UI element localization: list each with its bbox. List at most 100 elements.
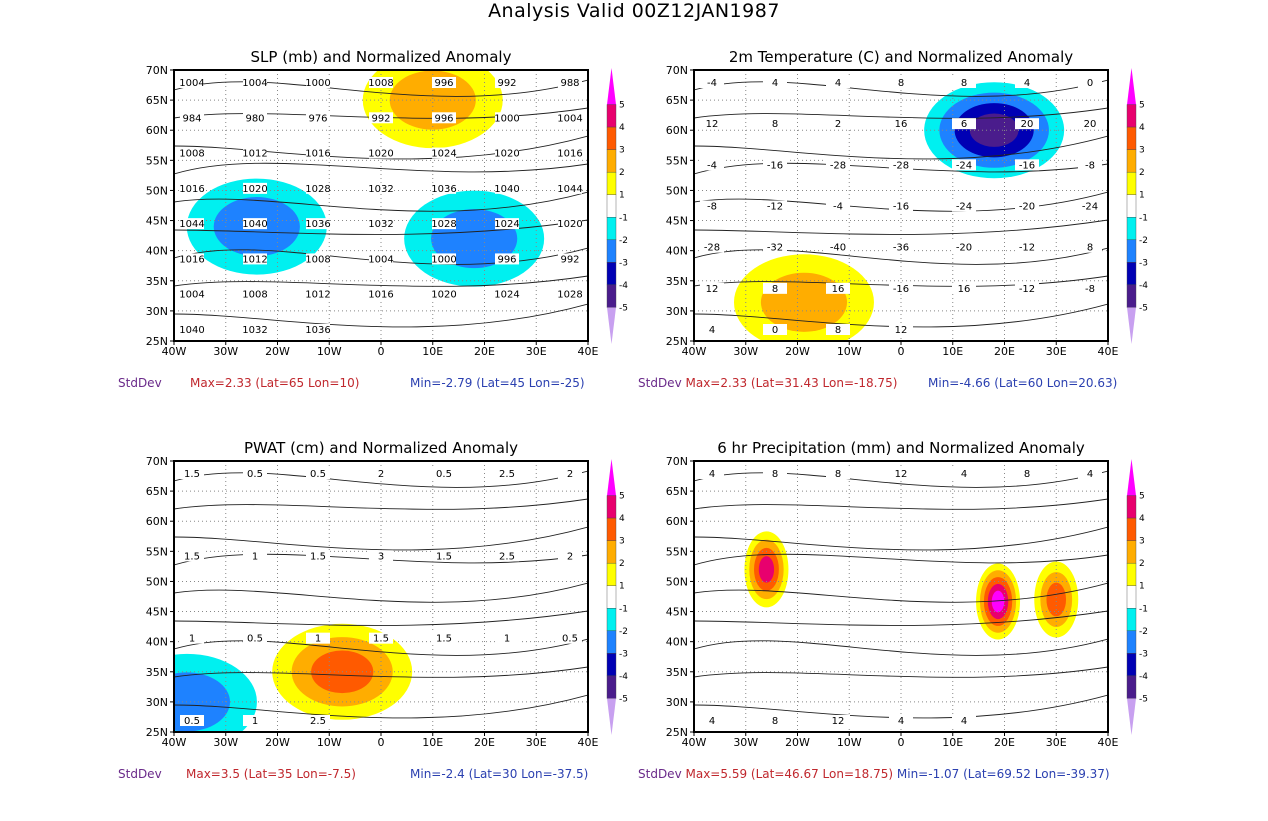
contour-label-bg	[306, 288, 330, 300]
contour-label: 4	[709, 325, 715, 336]
y-tick-label: 50N	[146, 575, 168, 588]
contour-label: 1024	[431, 149, 456, 160]
colorbar-segment	[1126, 585, 1137, 609]
contour-label-bg	[826, 77, 850, 88]
contour-line	[174, 526, 588, 551]
contour-label: 980	[245, 113, 264, 124]
contour-label: 1044	[179, 219, 204, 230]
contour-label: 4	[961, 469, 967, 480]
contour-label: 0.5	[436, 469, 452, 480]
contour-label-bg	[952, 241, 976, 253]
colorbar-arrow-top	[1127, 68, 1136, 105]
contour-label: 0.5	[247, 634, 263, 645]
panel-title: 6 hr Precipitation (mm) and Normalized A…	[717, 439, 1085, 457]
colorbar-arrow-top	[607, 68, 616, 105]
contour-label-bg	[369, 182, 393, 194]
contour-label: 12	[706, 119, 719, 130]
x-tick-label: 10E	[422, 736, 443, 749]
contour-label-bg	[306, 632, 330, 644]
colorbar-label: -2	[619, 627, 628, 637]
colorbar-label: 1	[619, 191, 625, 201]
colorbar-segment	[1126, 262, 1137, 286]
contour-label-bg	[306, 147, 330, 159]
contour-label-bg	[243, 715, 267, 726]
colorbar: 5 4 3 2 1 -1 -2 -3 -4 -5	[606, 459, 628, 735]
panel-title: 2m Temperature (C) and Normalized Anomal…	[728, 48, 1074, 66]
colorbar-segment	[1126, 217, 1137, 241]
min-stat: Min=-2.4 (Lat=30 Lon=-37.5)	[410, 767, 589, 781]
contour-line	[174, 498, 588, 510]
contour-line	[174, 638, 588, 656]
contour-label: 1004	[179, 78, 204, 89]
y-tick-label: 45N	[666, 606, 688, 619]
contour-label: 1024	[494, 219, 519, 230]
contour-label: -36	[893, 243, 909, 254]
colorbar-label: 5	[619, 101, 625, 111]
x-tick-label: 20W	[265, 345, 290, 358]
colorbar-segment	[1126, 517, 1137, 541]
y-tick-label: 35N	[146, 275, 168, 288]
contour-line	[174, 79, 588, 97]
contour-label: 0.5	[310, 469, 326, 480]
y-tick-label: 45N	[666, 215, 688, 228]
contour-label: 1036	[305, 325, 330, 336]
contour-label: -8	[707, 202, 717, 213]
contour-label-bg	[889, 241, 913, 253]
x-tick-label: 0	[898, 345, 905, 358]
x-tick-label: 20W	[265, 736, 290, 749]
contour-label: 1040	[494, 184, 519, 195]
colorbar-label: 5	[1139, 492, 1145, 502]
colorbar-segment	[1126, 126, 1137, 150]
x-tick-label: 20E	[994, 345, 1015, 358]
y-tick-label: 30N	[146, 305, 168, 318]
colorbar-label: 2	[619, 168, 625, 178]
stats-line: StdDev Max=3.5 (Lat=35 Lon=-7.5) Min=-2.…	[118, 767, 588, 781]
contour-label: 1	[252, 551, 258, 562]
colorbar-arrow-bottom	[607, 307, 616, 344]
contour-label-bg	[763, 77, 787, 88]
contour-label: 20	[1084, 119, 1097, 130]
x-tick-label: 20W	[785, 736, 810, 749]
colorbar: 5 4 3 2 1 -1 -2 -3 -4 -5	[1126, 459, 1148, 735]
contour-label-bg	[369, 550, 393, 562]
colorbar-segment	[1126, 171, 1137, 195]
x-tick-label: 30W	[733, 345, 758, 358]
contour-label: 1000	[494, 113, 519, 124]
y-tick-label: 50N	[146, 184, 168, 197]
panel-2m-temperature: 2m Temperature (C) and Normalized Anomal…	[520, 40, 1148, 430]
contour-label-bg	[180, 288, 204, 300]
x-tick-label: 30E	[1046, 345, 1067, 358]
contour-label-bg	[826, 159, 850, 171]
contour-label: -12	[767, 202, 783, 213]
contour-label-bg	[700, 715, 724, 726]
contour-label-bg	[1078, 200, 1102, 212]
contour-label: 8	[772, 469, 778, 480]
contour-line	[174, 135, 588, 160]
contour-label: -16	[893, 284, 909, 295]
contour-label-bg	[952, 159, 976, 171]
contour-label: 1040	[242, 219, 267, 230]
colorbar-label: 4	[1139, 123, 1145, 133]
plot-area: 1.5 0.5 0.5 2 0.5 2.5 2 1.5 1 1.5 3 1.5 2.5 2 1 0.5 1 1.5…	[174, 461, 588, 732]
contour-line	[174, 666, 588, 678]
contour-label-bg	[432, 147, 456, 159]
contour-label-bg	[558, 112, 582, 124]
y-tick-label: 30N	[666, 305, 688, 318]
x-tick-label: 10W	[837, 736, 862, 749]
colorbar-segment	[606, 675, 617, 699]
x-tick-label: 10E	[942, 736, 963, 749]
contour-line	[694, 275, 1108, 287]
x-tick-label: 40E	[1098, 736, 1119, 749]
contour-label: 4	[1087, 469, 1093, 480]
contour-label-bg	[180, 468, 204, 479]
contour-label: 996	[434, 113, 453, 124]
y-tick-label: 65N	[666, 94, 688, 107]
contour-label-bg	[558, 550, 582, 562]
contour-label-bg	[889, 200, 913, 212]
contour-label: 2	[835, 119, 841, 130]
contour-label: 1016	[368, 290, 393, 301]
contour-label-bg	[889, 282, 913, 294]
contour-label-bg	[495, 253, 519, 265]
contour-label: 1028	[431, 219, 456, 230]
x-tick-label: 40W	[162, 736, 187, 749]
